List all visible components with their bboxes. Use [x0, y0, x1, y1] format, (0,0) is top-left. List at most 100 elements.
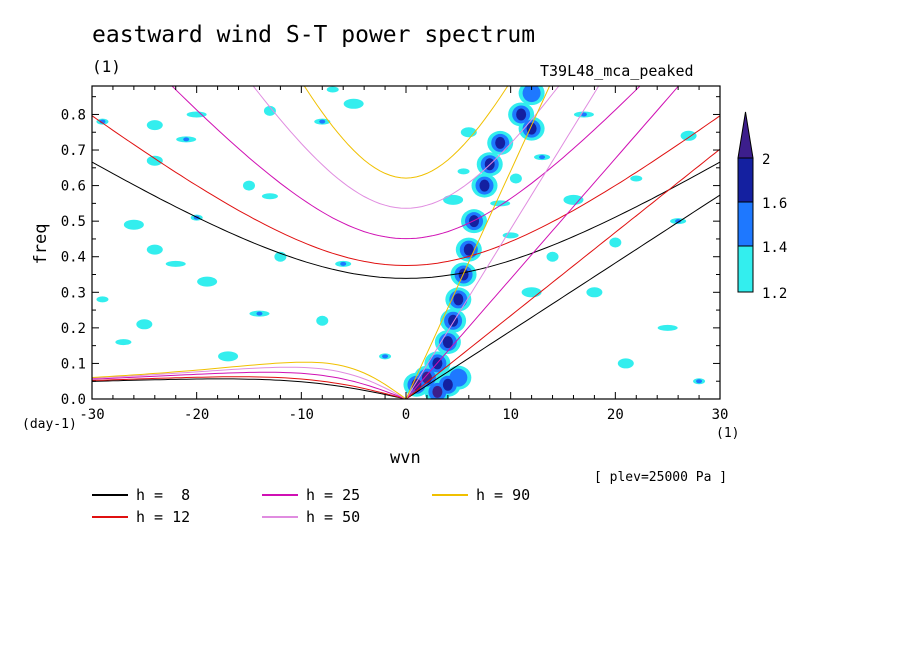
x-axis-unit: (1): [716, 426, 740, 441]
contour-blob: [115, 339, 132, 346]
contour-blob: [563, 194, 584, 205]
colorbar-label: 2: [762, 152, 770, 168]
x-tick-label: 10: [502, 407, 519, 423]
contour-blob: [546, 251, 559, 262]
y-axis-label: freq: [31, 224, 51, 265]
legend-item: h = 50: [262, 508, 360, 526]
contour-blob-core: [319, 119, 326, 124]
x-tick-label: -30: [79, 407, 104, 423]
contour-blob-core: [183, 137, 190, 142]
kelvin-contour-core: [526, 87, 537, 100]
contour-blob: [502, 232, 519, 239]
legend-item: h = 90: [432, 486, 530, 504]
x-axis-label: wvn: [390, 448, 421, 468]
legend-label: h = 8: [136, 486, 191, 504]
contour-blob: [136, 319, 153, 330]
kelvin-contour-core: [453, 293, 464, 306]
colorbar-label: 1.4: [762, 240, 787, 256]
contour-blob: [165, 260, 186, 267]
contour-blob-core: [382, 354, 389, 359]
contour-blob: [509, 173, 522, 184]
legend-item: h = 8: [92, 486, 190, 504]
colorbar-label: 1.6: [762, 196, 787, 212]
contour-blob: [326, 86, 339, 93]
kelvin-wave-curve: [405, 148, 720, 399]
x-tick-label: -20: [184, 407, 209, 423]
legend-label: h = 50: [306, 508, 361, 526]
inertia-gravity-curve: [92, 161, 720, 279]
contour-blob-core: [340, 261, 347, 266]
plot-frame: [91, 85, 721, 400]
contour-blob-core: [256, 311, 263, 316]
run-label: T39L48_mca_peaked: [540, 62, 694, 80]
contour-blob: [197, 276, 218, 287]
contour-blob: [657, 324, 678, 331]
contour-blob: [521, 287, 542, 298]
y-tick-label: 0.8: [61, 107, 86, 123]
x-tick-label: 0: [402, 407, 410, 423]
contour-blob: [343, 98, 364, 109]
colorbar-segment: [737, 157, 754, 203]
kelvin-contour-core: [495, 136, 506, 149]
kelvin-wave-curve: [405, 86, 551, 399]
contour-blob-core: [99, 119, 106, 124]
kelvin-contour-core: [442, 336, 453, 349]
kelvin-contour-core: [463, 243, 474, 256]
contour-blob: [243, 180, 255, 191]
legend-item: h = 25: [262, 486, 360, 504]
kelvin-contour-core: [469, 215, 480, 228]
y-tick-label: 0.7: [61, 143, 86, 159]
rossby-wave-curve: [92, 376, 407, 399]
legend-label: h = 25: [306, 486, 361, 504]
y-tick-label: 0.5: [61, 214, 86, 230]
legend-swatch: [92, 494, 128, 496]
legend-label: h = 12: [136, 508, 191, 526]
legend-swatch: [262, 516, 298, 518]
colorbar-arrow: [737, 111, 754, 159]
chart-subtitle: (1): [92, 57, 121, 76]
kelvin-contour-core: [432, 385, 443, 398]
contour-blob: [123, 219, 144, 230]
legend-item: h = 12: [92, 508, 190, 526]
colorbar-segment: [737, 245, 754, 293]
kelvin-wave-curve: [405, 86, 680, 399]
contour-blob: [146, 155, 163, 166]
contour-blob-core: [539, 155, 546, 160]
inertia-gravity-curve: [252, 86, 560, 209]
y-tick-label: 0.3: [61, 285, 86, 301]
contour-blob-core: [675, 219, 682, 224]
kelvin-contour-core: [453, 371, 464, 384]
contour-blob: [146, 120, 163, 131]
y-tick-label: 0.4: [61, 250, 86, 266]
contour-blob-core: [580, 112, 587, 117]
contour-blob: [96, 296, 109, 303]
contour-blob: [586, 287, 603, 298]
rossby-wave-curve: [92, 361, 407, 399]
colorbar-segment: [737, 201, 754, 247]
contour-blob: [457, 168, 470, 175]
x-tick-label: -10: [289, 407, 314, 423]
kelvin-wave-curve: [405, 194, 720, 399]
chart-title: eastward wind S-T power spectrum: [92, 22, 536, 48]
contour-blob: [186, 111, 207, 118]
contour-blob: [617, 358, 634, 369]
contour-blob: [146, 244, 163, 255]
legend-swatch: [92, 516, 128, 518]
kelvin-wave-curve: [405, 86, 600, 399]
kelvin-contour-core: [516, 108, 527, 121]
contour-blob: [680, 130, 697, 141]
contour-blob: [630, 175, 643, 182]
y-tick-label: 0.6: [61, 179, 86, 195]
kelvin-contour-core: [442, 378, 453, 391]
legend-label: h = 90: [476, 486, 531, 504]
y-tick-label: 0.2: [61, 321, 86, 337]
rossby-wave-curve: [92, 378, 407, 399]
y-axis-unit: (day-1): [22, 417, 77, 432]
legend-swatch: [432, 494, 468, 496]
contour-blob: [316, 315, 329, 326]
contour-blob-core: [696, 379, 703, 384]
inertia-gravity-curve: [171, 86, 641, 240]
contour-blob: [218, 351, 239, 362]
legend-swatch: [262, 494, 298, 496]
